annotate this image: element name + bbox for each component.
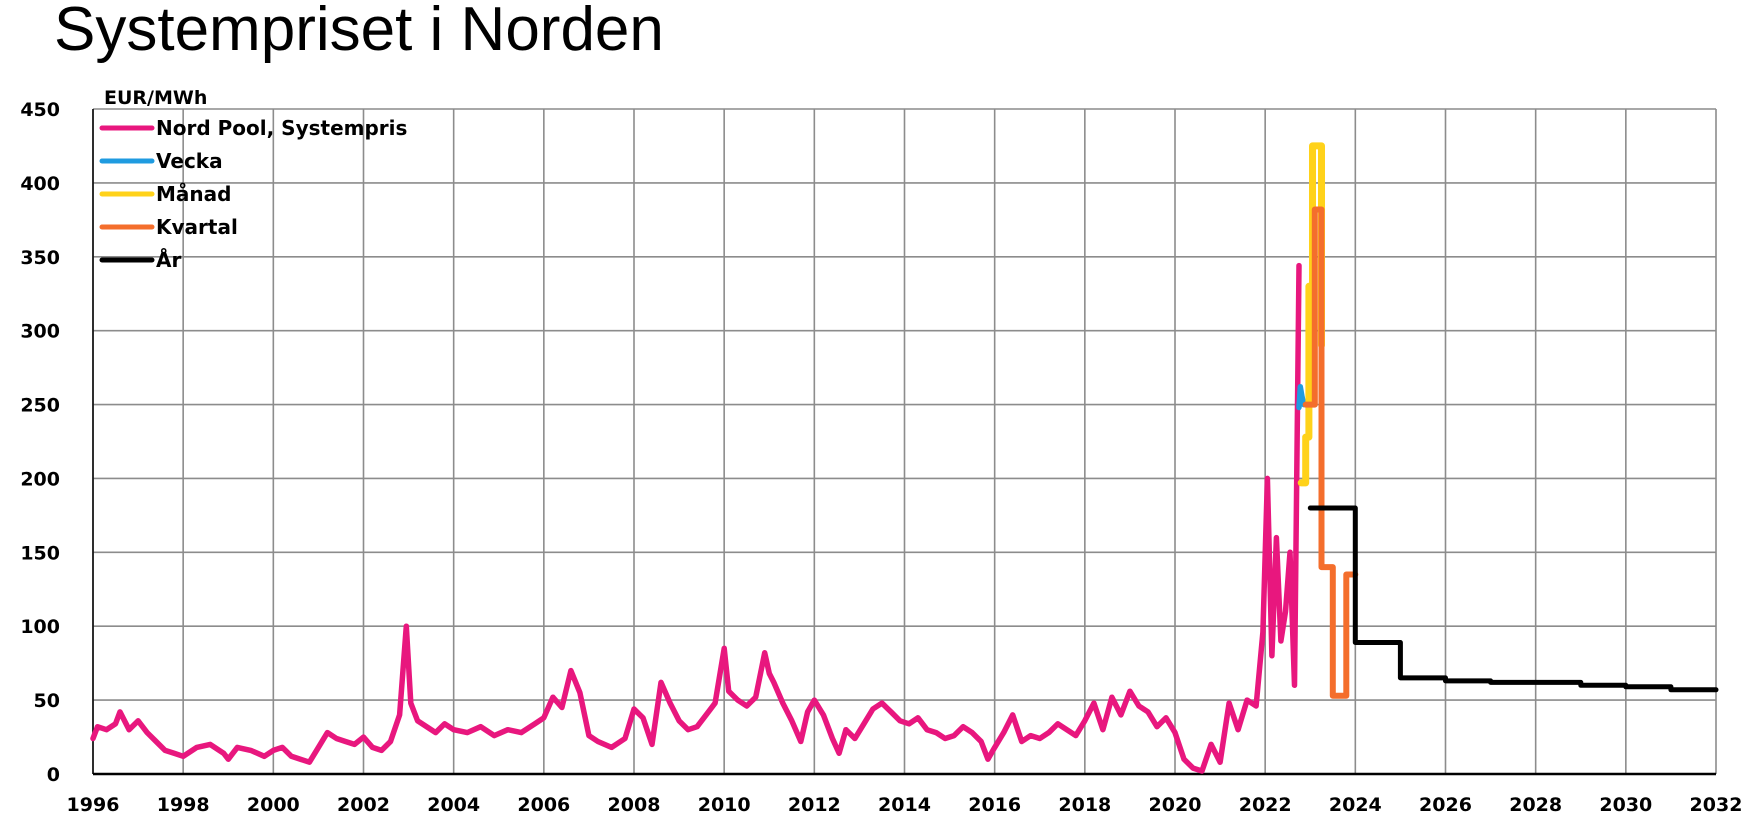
grid-lines	[92, 108, 1717, 775]
legend-label: År	[156, 248, 181, 272]
x-tick-label: 2018	[1058, 794, 1111, 816]
series-line	[90, 262, 1302, 774]
y-tick-label: 300	[20, 321, 60, 343]
series-line	[1297, 142, 1325, 487]
data-series	[90, 142, 1719, 774]
legend-label: Vecka	[156, 149, 223, 173]
y-tick-label: 450	[20, 99, 60, 121]
x-tick-label: 2006	[517, 794, 570, 816]
x-tick-label: 2028	[1509, 794, 1562, 816]
x-tick-label: 2032	[1690, 794, 1743, 816]
y-tick-label: 350	[20, 247, 60, 269]
legend-label: Månad	[156, 182, 231, 206]
x-tick-label: 2000	[247, 794, 300, 816]
y-tick-label: 50	[34, 690, 60, 712]
x-tick-label: 2026	[1419, 794, 1472, 816]
x-tick-label: 2002	[337, 794, 390, 816]
series-line	[1296, 384, 1307, 411]
x-tick-label: 2024	[1329, 794, 1382, 816]
axis-labels: 1996 1998 2000 2002 2004 2006 2008 2010 2012 2014…	[20, 87, 1742, 816]
x-tick-label: 1998	[157, 794, 210, 816]
x-tick-label: 2030	[1599, 794, 1652, 816]
y-tick-label: 250	[20, 395, 60, 417]
x-tick-label: 2012	[788, 794, 841, 816]
x-tick-label: 2004	[427, 794, 480, 816]
y-tick-label: 100	[20, 616, 60, 638]
x-tick-label: 2016	[968, 794, 1021, 816]
y-tick-label: 400	[20, 173, 60, 195]
series-line	[1307, 505, 1719, 693]
legend-label: Kvartal	[156, 215, 238, 239]
y-axis-unit-label: EUR/MWh	[104, 87, 207, 109]
x-tick-label: 2014	[878, 794, 931, 816]
x-tick-label: 2022	[1239, 794, 1292, 816]
x-tick-label: 1996	[67, 794, 120, 816]
x-tick-label: 2010	[698, 794, 751, 816]
series-line	[1302, 206, 1359, 699]
y-tick-label: 150	[20, 542, 60, 564]
y-tick-label: 200	[20, 468, 60, 490]
chart-title: Systempriset i Norden	[54, 0, 664, 64]
y-tick-label: 0	[47, 764, 60, 786]
x-tick-label: 2020	[1149, 794, 1202, 816]
legend: Nord Pool, Systempris Vecka Månad Kvartal År	[99, 116, 407, 272]
legend-label: Nord Pool, Systempris	[156, 116, 407, 140]
x-tick-label: 2008	[608, 794, 661, 816]
